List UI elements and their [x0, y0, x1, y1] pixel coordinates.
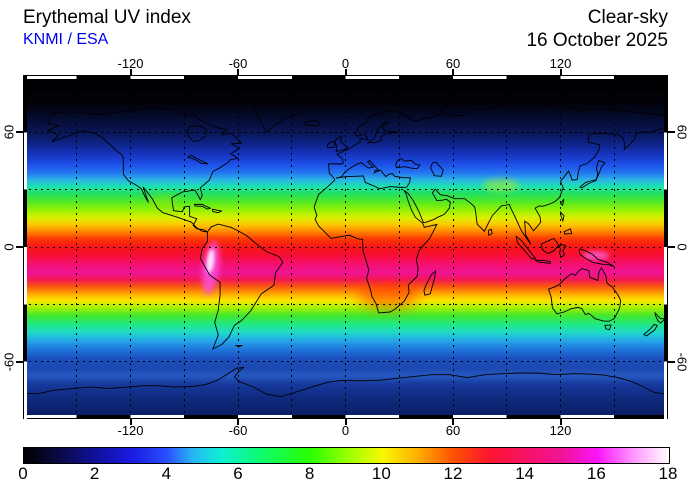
lon-label-bottom: 60	[445, 423, 461, 438]
axis-tick	[668, 131, 675, 134]
axis-tick	[16, 246, 23, 248]
colorbar-gradient	[23, 447, 670, 464]
continent-outlines	[23, 99, 668, 397]
axis-tick	[237, 419, 239, 425]
lat-label-right: -60	[674, 352, 688, 372]
map-frame-bottom	[23, 415, 668, 419]
map-frame-right	[664, 75, 668, 419]
parallel-gridline	[23, 303, 668, 305]
axis-tick	[237, 69, 239, 75]
new-guinea-high-uv-patch	[583, 251, 609, 260]
axis-tick	[559, 419, 562, 425]
uv-index-colorbar: 0 2 4 6 8 10 12 14 16 18	[18, 447, 677, 487]
lon-label-top: 0	[341, 56, 350, 71]
lat-label-left: 60	[1, 125, 17, 140]
tibet-highland-patch	[483, 179, 519, 192]
colorbar-tick-label: 0	[18, 464, 28, 483]
lon-label-bottom: -60	[228, 423, 248, 438]
lon-label-bottom: 0	[341, 423, 350, 438]
lon-label-top: 120	[549, 56, 572, 71]
page-title: Erythemal UV index	[23, 7, 191, 28]
axis-tick	[129, 69, 132, 75]
source-credit: KNMI / ESA	[23, 31, 109, 48]
lat-label-right: 0	[674, 243, 688, 251]
axis-tick	[668, 246, 675, 248]
map-date: 16 October 2025	[526, 30, 668, 51]
sky-condition-label: Clear-sky	[587, 7, 668, 28]
axis-tick	[16, 131, 23, 134]
world-map-plot: -120 -60 0 60 120 -120 -60 0 60 120 60 0 -60 60 0 -60	[2, 56, 688, 438]
lat-label-right: 60	[674, 125, 688, 140]
mexico-highland-patch	[148, 195, 178, 211]
coastlines-overlay	[23, 75, 668, 419]
colorbar-tick-label: 2	[89, 464, 100, 483]
lat-label-left: 0	[1, 243, 17, 251]
axis-tick	[452, 419, 454, 425]
lon-label-top: -120	[117, 56, 144, 71]
colorbar-tick-label: 12	[443, 464, 463, 483]
map-frame-left	[23, 75, 27, 419]
colorbar-tick-label: 18	[658, 464, 678, 483]
uv-field-raster	[23, 75, 668, 419]
map-frame-top	[23, 75, 668, 79]
colorbar-tick-label: 8	[304, 464, 315, 483]
parallel-gridline	[23, 246, 668, 248]
lon-label-bottom: 120	[549, 423, 572, 438]
axis-tick	[668, 360, 675, 363]
lon-label-top: 60	[445, 56, 461, 71]
axis-tick	[344, 419, 347, 425]
parallel-gridline	[23, 131, 668, 133]
colorbar-tick-label: 6	[233, 464, 243, 483]
axis-tick	[452, 69, 454, 75]
parallel-gridline	[23, 189, 668, 191]
colorbar-tick-label: 10	[371, 464, 391, 483]
lon-label-bottom: -120	[117, 423, 144, 438]
axis-tick	[16, 360, 23, 363]
axis-tick	[344, 69, 347, 75]
lon-label-top: -60	[228, 56, 248, 71]
colorbar-tick-label: 4	[161, 464, 172, 483]
axis-tick	[129, 419, 132, 425]
axis-tick	[559, 69, 562, 75]
parallel-gridline	[23, 361, 668, 363]
lat-label-left: -60	[1, 352, 17, 372]
colorbar-tick-label: 16	[586, 464, 606, 483]
colorbar-tick-label: 14	[515, 464, 535, 483]
